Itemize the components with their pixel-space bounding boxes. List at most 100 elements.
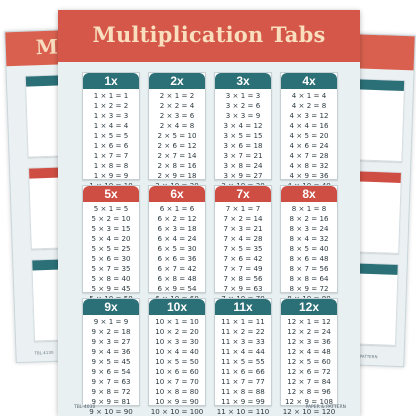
table-line: 5 × 1 = 5 <box>93 204 129 213</box>
table-line: 8 × 3 = 24 <box>289 224 329 233</box>
table-line: 1 × 7 = 7 <box>93 151 129 160</box>
table-line: 4 × 1 = 4 <box>291 91 327 100</box>
table-tab: 12x <box>281 299 337 315</box>
table-line: 2 × 2 = 4 <box>159 101 195 110</box>
table-line: 4 × 3 = 12 <box>289 111 329 120</box>
table-tab: 4x <box>281 73 337 89</box>
table-line: 11 × 6 = 66 <box>221 367 265 376</box>
table-line: 10 × 10 = 100 <box>150 407 204 416</box>
table-line: 9 × 8 = 72 <box>91 387 131 396</box>
table-line: 7 × 9 = 63 <box>223 284 263 293</box>
table-line: 2 × 7 = 14 <box>157 151 197 160</box>
table-line: 7 × 6 = 42 <box>223 254 263 263</box>
table-line: 5 × 5 = 25 <box>91 244 131 253</box>
table-line: 3 × 2 = 6 <box>225 101 261 110</box>
table-line: 12 × 2 = 24 <box>287 327 331 336</box>
table-line: 6 × 3 = 18 <box>157 224 197 233</box>
table-line: 7 × 5 = 35 <box>223 244 263 253</box>
table-line: 10 × 8 = 80 <box>155 387 199 396</box>
poster-footer-code: TBL-4030 <box>74 405 96 410</box>
table-line: 8 × 1 = 8 <box>291 204 327 213</box>
table-line: 8 × 9 = 72 <box>289 284 329 293</box>
poster-footer-brand: PAPER & PATTERN <box>305 405 346 410</box>
table-lines: 10 × 1 = 10 10 × 2 = 20 10 × 3 = 30 10 × 4 … <box>149 317 205 416</box>
table-lines: 12 × 1 = 12 12 × 2 = 24 12 × 3 = 36 12 × 4 … <box>281 317 337 416</box>
table-line: 2 × 5 = 10 <box>157 131 197 140</box>
back-poster-left-footer: TBL-4130 <box>34 349 54 356</box>
table-line: 1 × 1 = 1 <box>93 91 129 100</box>
table-tab: 8x <box>281 186 337 202</box>
table-line: 9 × 3 = 27 <box>91 337 131 346</box>
poster-title: Multiplication Tabs <box>92 22 326 47</box>
table-line: 7 × 3 = 21 <box>223 224 263 233</box>
table-line: 9 × 10 = 90 <box>89 407 133 416</box>
table-line: 10 × 9 = 90 <box>155 397 199 406</box>
table-line: 4 × 8 = 32 <box>289 161 329 170</box>
table-line: 3 × 4 = 12 <box>223 121 263 130</box>
table-line: 5 × 9 = 45 <box>91 284 131 293</box>
table-line: 5 × 3 = 15 <box>91 224 131 233</box>
table-line: 3 × 7 = 21 <box>223 151 263 160</box>
table-line: 7 × 2 = 14 <box>223 214 263 223</box>
table-line: 10 × 6 = 60 <box>155 367 199 376</box>
table-line: 1 × 9 = 9 <box>93 171 129 180</box>
table-line: 3 × 1 = 3 <box>225 91 261 100</box>
table-tab: 1x <box>83 73 139 89</box>
table-line: 1 × 6 = 6 <box>93 141 129 150</box>
table-line: 6 × 2 = 12 <box>157 214 197 223</box>
table-line: 11 × 7 = 77 <box>221 377 265 386</box>
table-line: 8 × 2 = 16 <box>289 214 329 223</box>
table-line: 10 × 4 = 40 <box>155 347 199 356</box>
table-line: 12 × 7 = 84 <box>287 377 331 386</box>
table-line: 2 × 1 = 2 <box>159 91 195 100</box>
table-line: 3 × 6 = 18 <box>223 141 263 150</box>
table-line: 1 × 4 = 4 <box>93 121 129 130</box>
table-line: 1 × 8 = 8 <box>93 161 129 170</box>
table-line: 5 × 7 = 35 <box>91 264 131 273</box>
table-tab: 7x <box>215 186 271 202</box>
table-line: 8 × 4 = 32 <box>289 234 329 243</box>
table-line: 4 × 7 = 28 <box>289 151 329 160</box>
table-line: 5 × 2 = 10 <box>91 214 131 223</box>
table-tab: 5x <box>83 186 139 202</box>
table-tab: 10x <box>149 299 205 315</box>
table-line: 6 × 8 = 48 <box>157 274 197 283</box>
table-line: 3 × 8 = 24 <box>223 161 263 170</box>
table-lines: 11 × 1 = 11 11 × 2 = 22 11 × 3 = 33 11 × 4 … <box>215 317 271 416</box>
table-line: 9 × 1 = 9 <box>93 317 129 326</box>
table-tab: 11x <box>215 299 271 315</box>
table-line: 12 × 4 = 48 <box>287 347 331 356</box>
table-line: 4 × 4 = 16 <box>289 121 329 130</box>
table-card-11x: 11x 11 × 1 = 11 11 × 2 = 22 11 × 3 = 33 11 ×… <box>214 298 272 416</box>
table-line: 8 × 7 = 56 <box>289 264 329 273</box>
table-line: 2 × 3 = 6 <box>159 111 195 120</box>
table-line: 4 × 6 = 24 <box>289 141 329 150</box>
table-line: 2 × 4 = 8 <box>159 121 195 130</box>
table-line: 2 × 9 = 18 <box>157 171 197 180</box>
table-line: 12 × 6 = 72 <box>287 367 331 376</box>
table-line: 1 × 2 = 2 <box>93 101 129 110</box>
table-line: 11 × 5 = 55 <box>221 357 265 366</box>
table-line: 11 × 2 = 22 <box>221 327 265 336</box>
table-line: 10 × 3 = 30 <box>155 337 199 346</box>
table-line: 6 × 1 = 6 <box>159 204 195 213</box>
table-line: 1 × 3 = 3 <box>93 111 129 120</box>
table-line: 4 × 9 = 36 <box>289 171 329 180</box>
table-line: 8 × 6 = 48 <box>289 254 329 263</box>
table-line: 11 × 3 = 33 <box>221 337 265 346</box>
